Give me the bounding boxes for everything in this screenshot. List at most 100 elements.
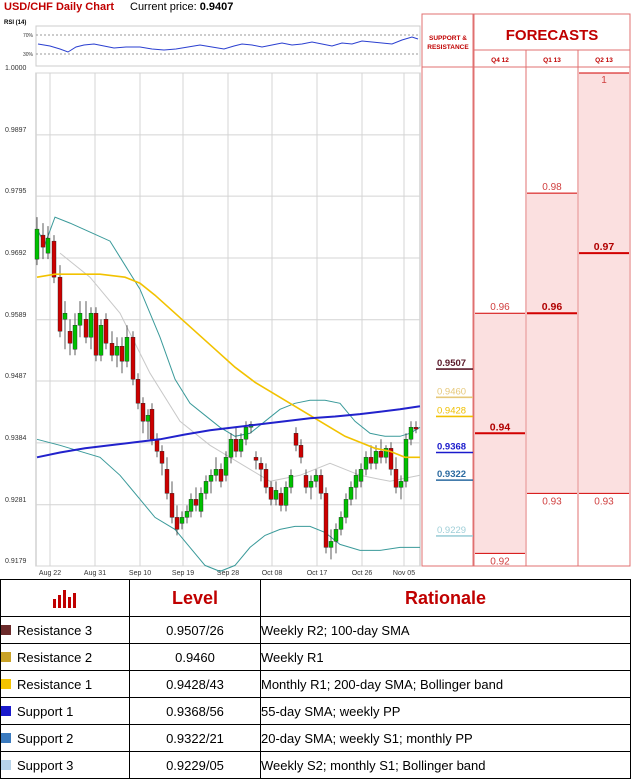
candle-down [135, 379, 141, 404]
rsi-tick-label: 30% [23, 52, 34, 58]
level-color-swatch [1, 625, 11, 636]
level-name-cell: Support 2 [0, 724, 130, 752]
candle-up [403, 439, 409, 482]
candle-down [303, 475, 309, 488]
levels-table-row: Support 3 0.9229/05 Weekly S2; monthly S1;… [0, 751, 631, 779]
candle-down [253, 457, 259, 461]
support-level-label: 0.9368 [437, 442, 466, 453]
candle-up [213, 469, 219, 476]
candle-up [283, 487, 289, 506]
forecast-value: 0.94 [490, 421, 511, 433]
level-header: Level [129, 579, 261, 617]
candle-up [328, 541, 334, 548]
levels-table-row: Support 2 0.9322/21 20-day SMA; weekly S1;… [0, 724, 631, 752]
candle-down [159, 451, 165, 464]
candle-down [263, 469, 269, 488]
current-price-label: Current price: [130, 1, 197, 13]
candle-down [393, 469, 399, 488]
level-color-swatch [1, 760, 11, 771]
candle-down [83, 318, 89, 338]
y-tick-label: 1.0000 [5, 65, 27, 72]
level-name: Resistance 3 [17, 622, 93, 638]
forecast-value: 0.98 [542, 182, 562, 193]
levels-table-row: Resistance 3 0.9507/26 Weekly R2; 100-day … [0, 616, 631, 644]
candle-up [348, 487, 354, 500]
y-tick-label: 0.9897 [5, 127, 27, 134]
levels-table-row: Support 1 0.9368/56 55-day SMA; weekly PP [0, 697, 631, 725]
level-color-swatch [1, 733, 11, 744]
forecast-value: 0.97 [594, 241, 615, 253]
x-tick-label: Oct 08 [262, 570, 283, 577]
support-title-line1: SUPPORT & [429, 35, 467, 42]
price-chart: 70% 30% 0.9179 0.9281 0.9384 0.9487 0.9589 0.96… [5, 13, 631, 577]
candle-down [298, 445, 304, 458]
level-value: 0.9368/56 [129, 697, 261, 725]
support-level-label: 0.9322 [437, 469, 466, 480]
candle-down [268, 487, 274, 500]
level-name-cell: Resistance 3 [0, 616, 130, 644]
x-tick-label: Nov 05 [393, 570, 415, 577]
x-tick-label: Oct 17 [307, 570, 328, 577]
support-level-label: 0.9507 [437, 358, 466, 369]
level-color-swatch [1, 706, 11, 717]
forecast-value: 0.96 [542, 301, 563, 313]
y-tick-label: 0.9692 [5, 250, 27, 257]
level-value: 0.9229/05 [129, 751, 261, 779]
candle-down [413, 427, 419, 430]
candle-up [363, 457, 369, 470]
rationale-header: Rationale [260, 579, 631, 617]
levels-table: Level Rationale Resistance 3 0.9507/26 Wee… [0, 579, 631, 779]
levels-table-header: Level Rationale [0, 579, 631, 617]
bar-chart-icon-cell [0, 579, 130, 617]
y-tick-label: 0.9795 [5, 188, 27, 195]
candle-up [238, 439, 244, 452]
candle-up [358, 469, 364, 482]
level-rationale: Weekly S2; monthly S1; Bollinger band [260, 751, 631, 779]
level-rationale: Weekly R2; 100-day SMA [260, 616, 631, 644]
level-name: Resistance 1 [17, 676, 93, 692]
rsi-line [37, 36, 419, 53]
candle-up [273, 490, 279, 500]
current-price-value: 0.9407 [199, 1, 234, 13]
levels-table-row: Resistance 2 0.9460 Weekly R1 [0, 643, 631, 671]
x-tick-label: Aug 31 [84, 570, 106, 577]
candle-down [164, 469, 170, 494]
support-panel [421, 13, 474, 567]
candle-up [198, 493, 204, 512]
bollinger-upper [36, 216, 421, 437]
level-name-cell: Resistance 1 [0, 670, 130, 698]
candle-up [114, 346, 120, 356]
candle-up [398, 481, 404, 488]
candle-up [333, 529, 339, 542]
level-name: Support 3 [17, 757, 74, 773]
level-name-cell: Support 1 [0, 697, 130, 725]
level-name: Support 2 [17, 730, 74, 746]
forecast-title: FORECASTS [506, 27, 599, 44]
level-color-swatch [1, 652, 11, 663]
candle-up [98, 325, 104, 356]
support-level-label: 0.9229 [437, 525, 466, 536]
rsi-panel [35, 25, 421, 67]
candle-down [378, 451, 384, 458]
candle-down [368, 457, 374, 464]
forecast-value: 0.92 [490, 556, 510, 567]
candle-down [323, 493, 329, 548]
candle-up [62, 312, 68, 320]
candle-up [34, 228, 40, 260]
forecast-value: 0.96 [490, 302, 510, 313]
levels-table-row: Resistance 1 0.9428/43 Monthly R1; 200-day… [0, 670, 631, 698]
candle-down [154, 439, 160, 452]
candle-down [174, 517, 180, 530]
candle-up [313, 475, 319, 482]
x-tick-label: Sep 28 [217, 570, 239, 577]
candle-down [278, 493, 284, 506]
candle-down [218, 469, 224, 482]
y-tick-label: 0.9384 [5, 435, 27, 442]
support-level-label: 0.9428 [437, 405, 466, 416]
candle-up [188, 499, 194, 512]
candle-down [258, 463, 264, 470]
forecast-range-band [527, 193, 577, 494]
candle-down [233, 439, 239, 452]
level-value: 0.9322/21 [129, 724, 261, 752]
